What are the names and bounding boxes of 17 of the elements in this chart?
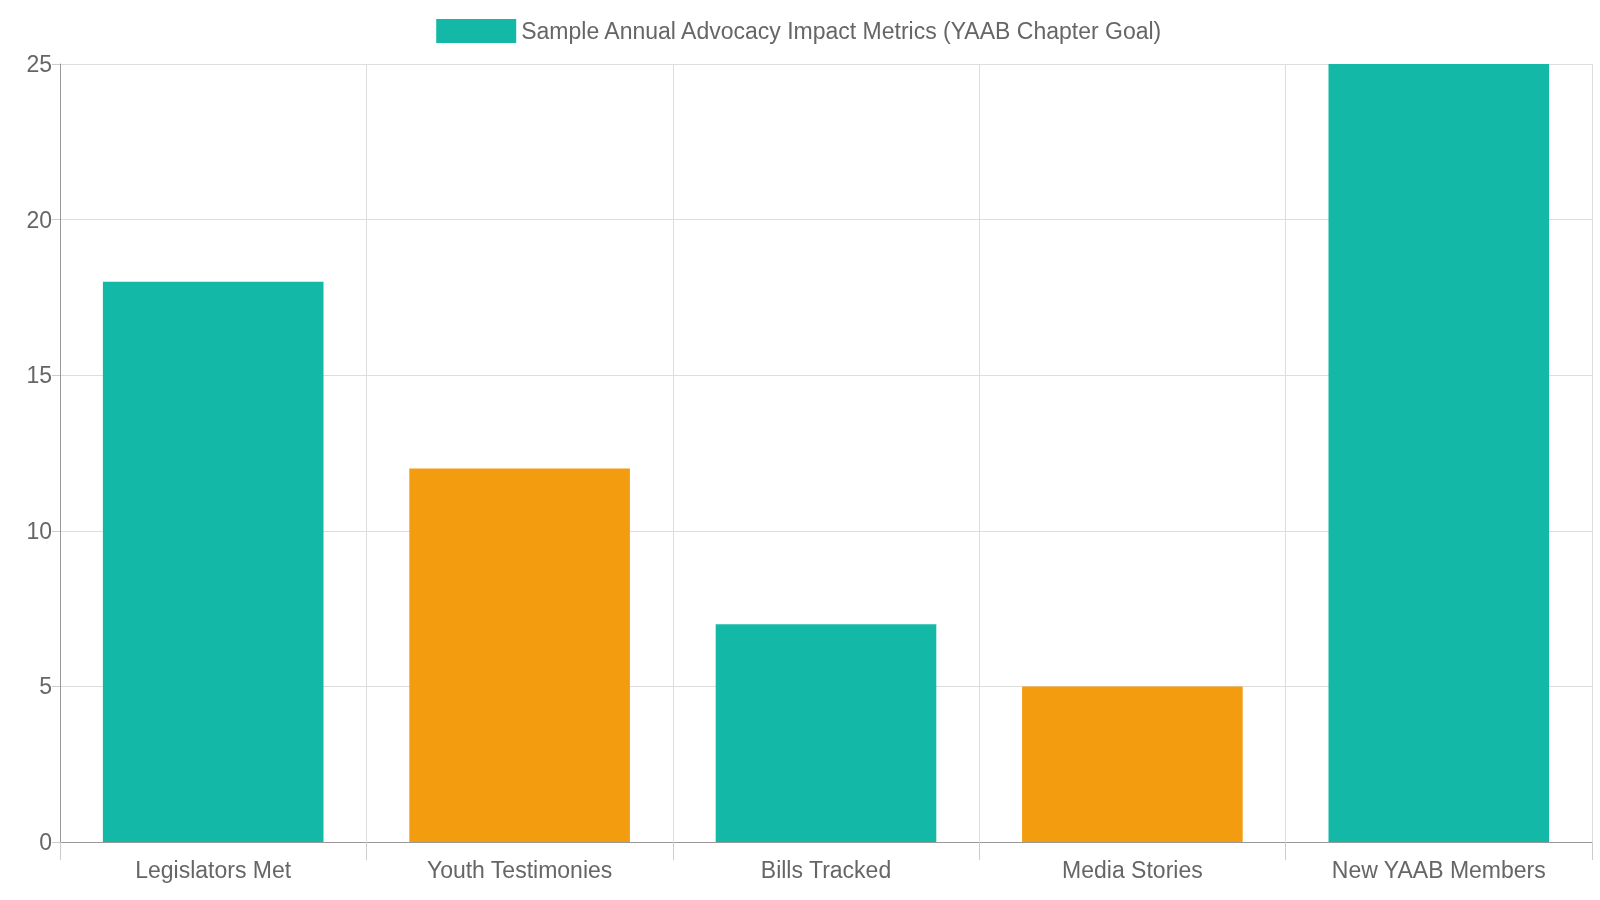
x-tick-label: Legislators Met xyxy=(135,856,292,883)
y-tick-label: 15 xyxy=(26,362,52,389)
y-tick-label: 25 xyxy=(26,51,52,77)
bar xyxy=(102,281,324,842)
legend-label: Sample Annual Advocacy Impact Metrics (YAAB Chapter Goal) xyxy=(521,18,1162,44)
x-tick-label: Bills Tracked xyxy=(760,856,892,883)
x-tick-label: New YAAB Members xyxy=(1331,856,1546,883)
y-tick-label: 20 xyxy=(26,206,52,233)
bar xyxy=(409,468,630,842)
x-tick-label: Media Stories xyxy=(1062,856,1203,883)
y-tick-label: 10 xyxy=(26,517,52,544)
y-tick-label: 5 xyxy=(39,673,52,700)
bar xyxy=(715,624,937,842)
bar xyxy=(1022,686,1243,842)
x-tick-label: Youth Testimonies xyxy=(426,856,613,883)
bar xyxy=(1328,64,1550,842)
y-tick-label: 0 xyxy=(39,829,52,855)
